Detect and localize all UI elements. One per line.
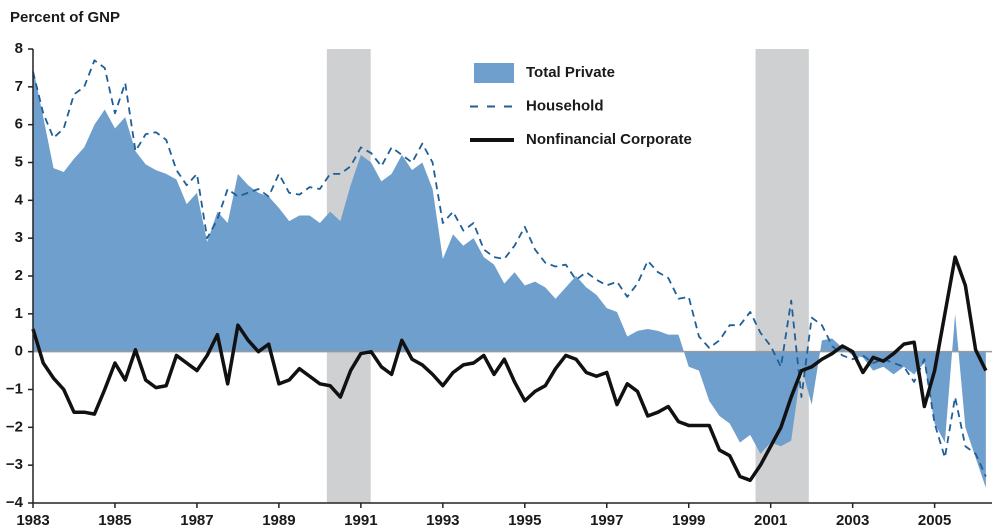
legend-label: Total Private	[526, 64, 615, 81]
x-tick-label: 1987	[180, 512, 213, 529]
legend-label: Household	[526, 97, 604, 114]
y-tick-label: −3	[6, 456, 23, 473]
x-tick-label: 2003	[836, 512, 869, 529]
legend-swatch	[474, 63, 514, 83]
line	[31, 255, 988, 483]
x-tick-label: 1993	[426, 512, 459, 529]
x-tick-label: 1989	[262, 512, 295, 529]
y-tick-label: 3	[15, 229, 23, 246]
y-tick-label: −4	[6, 494, 24, 511]
y-tick-label: 0	[15, 343, 23, 360]
y-tick-label: 2	[15, 267, 23, 284]
legend: Total Private Household Nonfinancial Corpo…	[470, 63, 692, 148]
x-tick-label: 2005	[918, 512, 951, 529]
axis-label: Percent of GNP	[10, 9, 120, 26]
x-tick-label: 1999	[672, 512, 705, 529]
x-tick-label: 1997	[590, 512, 623, 529]
y-tick-label: 4	[15, 191, 24, 208]
y-tick-label: 8	[15, 40, 23, 57]
x-tick-label: 1995	[508, 512, 541, 529]
x-tick-label: 1991	[344, 512, 377, 529]
legend-label: Nonfinancial Corporate	[526, 131, 692, 148]
line	[32, 59, 987, 477]
area	[33, 67, 986, 488]
x-tick-label: 2001	[754, 512, 787, 529]
y-tick-label: −2	[6, 418, 23, 435]
y-tick-label: −1	[6, 380, 23, 397]
y-tick-label: 6	[15, 116, 23, 133]
x-tick-label: 1985	[98, 512, 131, 529]
y-tick-label: 1	[15, 305, 23, 322]
y-tick-label: 5	[15, 153, 23, 170]
x-tick-label: 1983	[16, 512, 49, 529]
y-tick-label: 7	[15, 78, 23, 95]
